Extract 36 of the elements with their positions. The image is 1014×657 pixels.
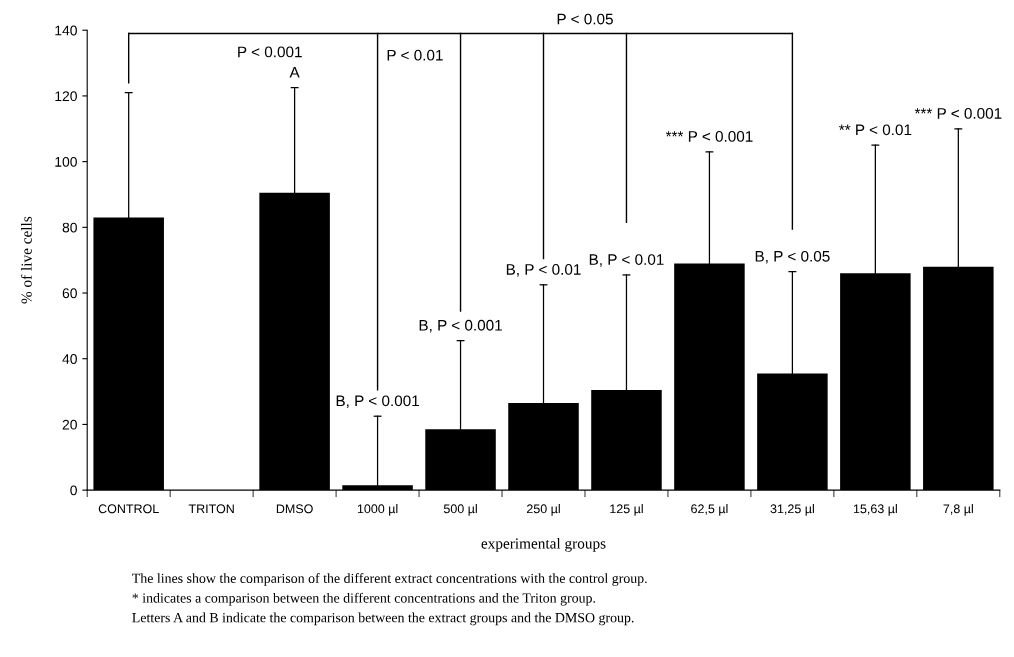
x-tick-label: DMSO — [276, 504, 313, 514]
x-tick-label: 31,25 µl — [770, 504, 814, 516]
x-tick-label: 15,63 µl — [853, 504, 897, 516]
text: P < 0.05 — [557, 13, 613, 25]
annotation: P < 0.01 — [387, 49, 443, 61]
y-tick-label: 140 — [55, 25, 77, 36]
y-tick-label: 40 — [62, 354, 77, 364]
annotation: *** P < 0.001 — [665, 130, 753, 142]
x-tick-label: CONTROL — [98, 504, 159, 514]
y-tick-label: 60 — [62, 288, 77, 299]
annotation: ** P < 0.01 — [839, 124, 912, 136]
annotation: B, P < 0.05 — [755, 250, 830, 264]
y-tick-label: 100 — [55, 156, 77, 167]
x-tick-label: TRITON — [188, 504, 234, 514]
text: The lines show the comparison of the different extract concentrations with the control group. — [132, 573, 647, 586]
y-tick-label: 0 — [70, 485, 77, 496]
x-axis-title: experimental groups — [481, 537, 606, 552]
y-tick-label: 120 — [55, 91, 77, 102]
x-tick-label: 250 µl — [526, 504, 560, 516]
annotation: P < 0.001 — [238, 46, 302, 58]
x-tick-label: 1000 µl — [357, 504, 398, 516]
y-axis-title: % of live cells — [20, 216, 32, 304]
y-tick-label: 20 — [62, 419, 77, 430]
annotation: *** P < 0.001 — [914, 107, 1002, 119]
annotation: B, P < 0.01 — [506, 264, 581, 277]
annotation: B, P < 0.01 — [589, 254, 664, 267]
annotation: B, P < 0.001 — [336, 395, 419, 409]
annotation: A — [289, 67, 300, 78]
text: Letters A and B indicate the comparison between the extract groups and the DMSO group. — [132, 612, 634, 626]
x-tick-label: 7,8 µl — [943, 504, 973, 516]
text: * indicates a comparison between the different concentrations and the Triton group. — [132, 592, 596, 606]
x-tick-label: 62,5 µl — [691, 504, 728, 516]
x-tick-label: 500 µl — [443, 504, 477, 516]
y-tick-label: 80 — [62, 222, 77, 233]
x-tick-label: 125 µl — [610, 504, 643, 516]
annotation: B, P < 0.001 — [419, 319, 502, 333]
